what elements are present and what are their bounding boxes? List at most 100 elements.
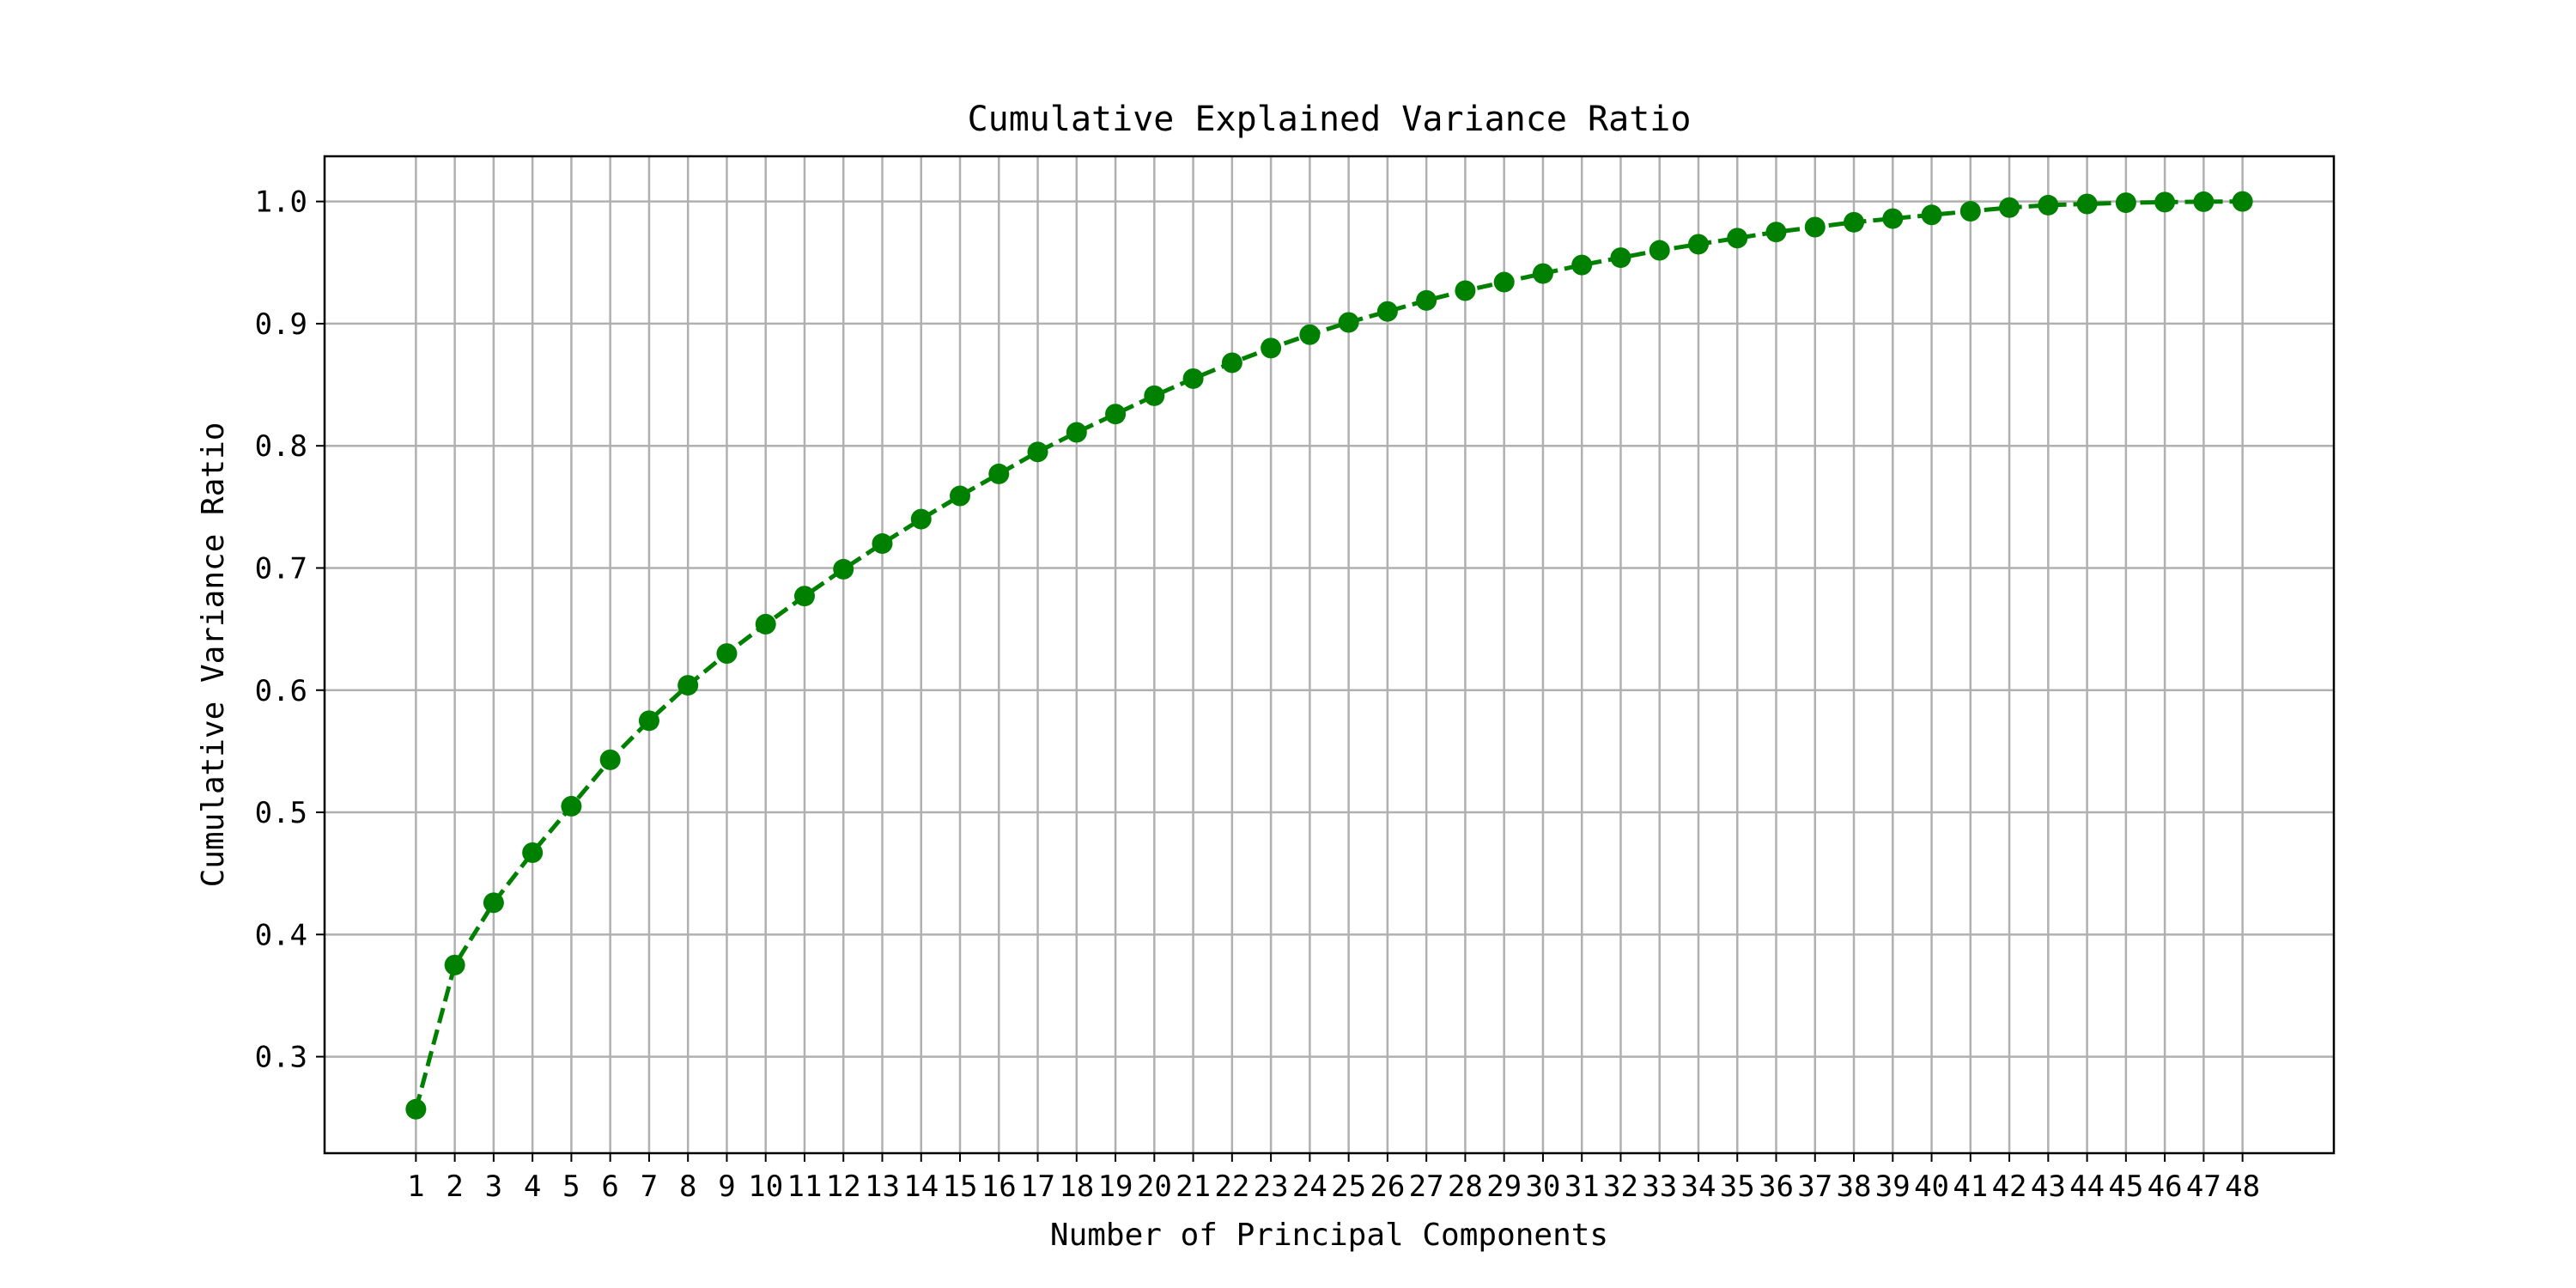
data-point	[950, 485, 971, 507]
x-tick-label: 13	[865, 1170, 900, 1204]
data-point	[1610, 247, 1631, 269]
data-point	[2232, 191, 2253, 212]
x-tick-label: 24	[1292, 1170, 1327, 1204]
grid-layer	[325, 156, 2334, 1153]
data-point	[677, 675, 699, 696]
x-tick-label: 25	[1331, 1170, 1366, 1204]
x-tick-label: 38	[1837, 1170, 1872, 1204]
data-point	[405, 1098, 427, 1120]
data-point	[638, 710, 659, 732]
x-tick-label: 15	[943, 1170, 978, 1204]
y-tick-label: 0.4	[255, 918, 307, 952]
data-point	[561, 795, 582, 817]
x-tick-label: 35	[1720, 1170, 1755, 1204]
x-tick-label: 39	[1875, 1170, 1911, 1204]
x-tick-label: 32	[1603, 1170, 1638, 1204]
tick-layer: 1 2 3 4 5 6 7 8 9 10 11 12 13 14 15 16 17 18 19 20 21 22 23 24 2…	[255, 185, 2261, 1204]
y-tick-label: 0.6	[255, 674, 307, 708]
x-tick-label: 31	[1564, 1170, 1600, 1204]
x-tick-label: 40	[1914, 1170, 1949, 1204]
x-tick-label: 46	[2148, 1170, 2183, 1204]
x-tick-label: 45	[2108, 1170, 2143, 1204]
data-point	[2076, 193, 2098, 215]
x-tick-label: 4	[524, 1170, 541, 1204]
x-tick-label: 1	[407, 1170, 424, 1204]
data-point	[755, 613, 776, 635]
data-point	[1882, 208, 1904, 229]
data-point	[1727, 228, 1748, 249]
data-point	[444, 954, 465, 975]
x-tick-label: 3	[485, 1170, 502, 1204]
data-point	[1959, 201, 1981, 222]
data-point	[1338, 312, 1359, 333]
data-point	[1649, 240, 1670, 261]
x-tick-label: 19	[1098, 1170, 1133, 1204]
data-point	[1144, 385, 1165, 406]
data-point	[1532, 263, 1553, 284]
x-tick-label: 28	[1448, 1170, 1483, 1204]
x-tick-label: 22	[1214, 1170, 1249, 1204]
series-line	[413, 199, 2243, 1110]
data-point	[1416, 289, 1437, 311]
data-point	[1687, 234, 1709, 255]
x-tick-label: 16	[981, 1170, 1017, 1204]
y-tick-label: 1.0	[255, 185, 307, 220]
data-point	[1571, 254, 1593, 276]
y-tick-label: 0.8	[255, 429, 307, 464]
x-tick-label: 47	[2186, 1170, 2221, 1204]
x-tick-label: 12	[826, 1170, 861, 1204]
y-tick-label: 0.5	[255, 796, 307, 830]
data-point	[1921, 204, 1942, 226]
x-tick-label: 41	[1953, 1170, 1988, 1204]
data-point	[716, 643, 738, 665]
x-tick-label: 6	[601, 1170, 618, 1204]
data-point	[522, 841, 544, 863]
x-tick-label: 10	[748, 1170, 783, 1204]
data-point	[1804, 216, 1826, 238]
x-tick-label: 36	[1759, 1170, 1794, 1204]
y-tick-label: 0.9	[255, 307, 307, 342]
data-point	[910, 508, 932, 530]
data-point	[1066, 422, 1087, 443]
data-point	[2115, 192, 2136, 214]
x-tick-label: 18	[1059, 1170, 1094, 1204]
data-point	[1105, 404, 1127, 425]
y-tick-label: 0.3	[255, 1041, 307, 1075]
plot-frame	[323, 155, 2336, 1155]
x-tick-label: 14	[903, 1170, 939, 1204]
chart-title: Cumulative Explained Variance Ratio	[968, 100, 1692, 139]
x-tick-label: 34	[1681, 1170, 1716, 1204]
series-layer	[405, 191, 2253, 1120]
x-tick-label: 17	[1020, 1170, 1055, 1204]
x-tick-label: 44	[2069, 1170, 2105, 1204]
x-tick-label: 5	[562, 1170, 580, 1204]
data-point	[1844, 211, 1865, 233]
x-tick-label: 9	[718, 1170, 735, 1204]
x-tick-label: 37	[1797, 1170, 1832, 1204]
data-point	[1299, 324, 1321, 345]
x-tick-label: 26	[1370, 1170, 1405, 1204]
data-point	[833, 558, 854, 580]
data-point	[483, 892, 504, 914]
data-point	[988, 463, 1010, 484]
x-tick-label: 2	[446, 1170, 463, 1204]
x-tick-label: 7	[641, 1170, 658, 1204]
data-point	[1455, 280, 1476, 301]
x-tick-label: 30	[1525, 1170, 1560, 1204]
data-point	[1182, 368, 1204, 389]
data-point	[599, 749, 621, 770]
data-point	[1999, 197, 2020, 218]
y-tick-label: 0.7	[255, 551, 307, 586]
x-tick-label: 29	[1486, 1170, 1522, 1204]
data-point	[1261, 337, 1282, 359]
data-point	[872, 533, 893, 555]
data-point	[2038, 194, 2059, 216]
data-point	[1493, 271, 1515, 293]
data-point	[2154, 191, 2176, 213]
x-tick-label: 8	[679, 1170, 696, 1204]
x-tick-label: 43	[2031, 1170, 2066, 1204]
x-tick-label: 42	[1992, 1170, 2027, 1204]
data-point	[2193, 191, 2215, 212]
x-tick-label: 23	[1254, 1170, 1289, 1204]
